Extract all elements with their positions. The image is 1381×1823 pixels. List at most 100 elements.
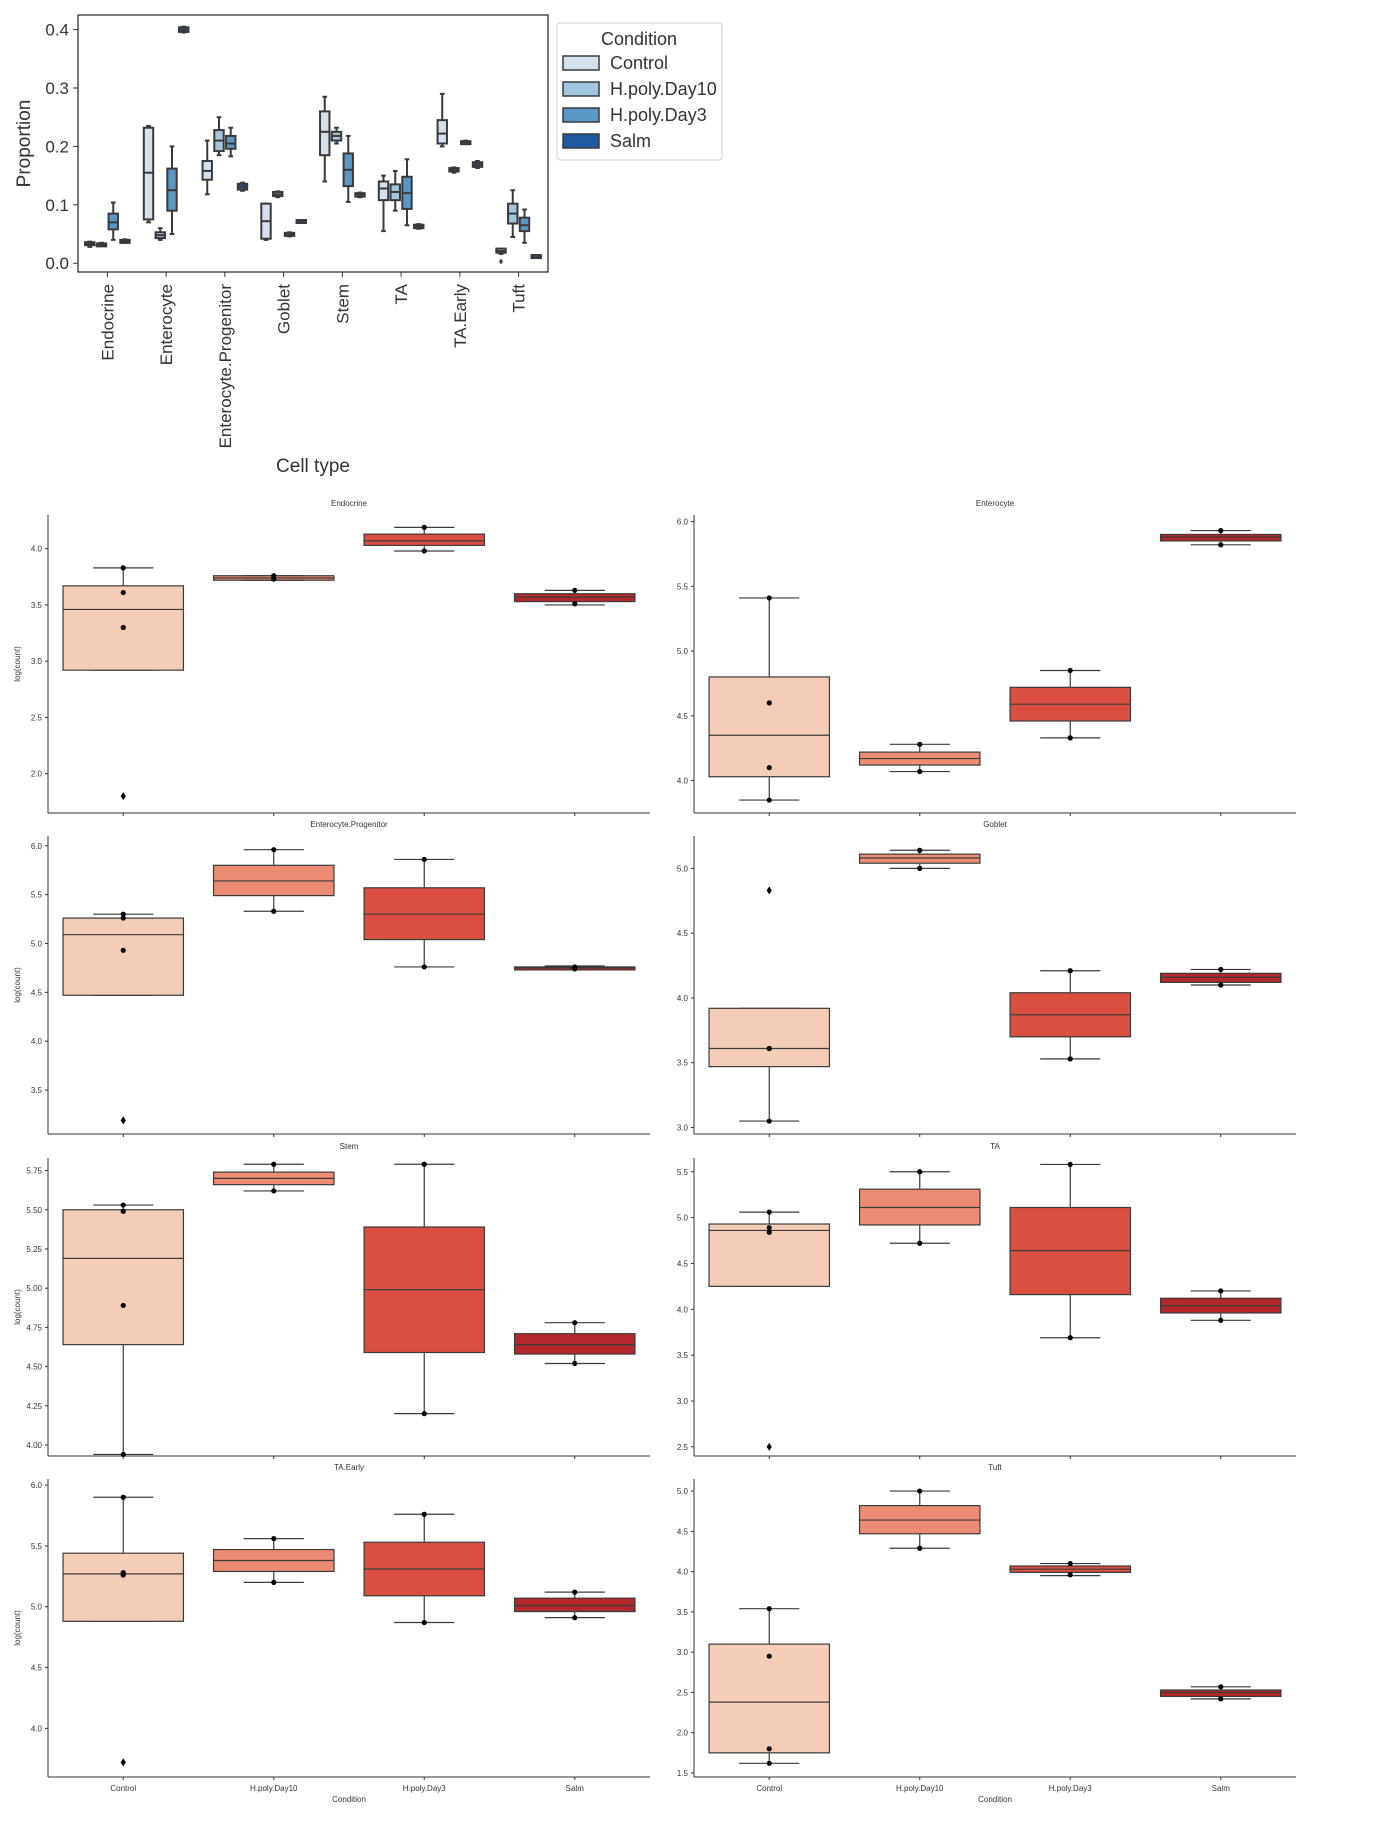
box-body — [436, 119, 448, 145]
y-tick-label: 4.5 — [677, 929, 689, 938]
y-tick-label: 5.00 — [26, 1284, 42, 1293]
legend-item-salm: Salm — [562, 131, 651, 151]
y-tick-label: 3.0 — [677, 1124, 689, 1133]
data-point — [766, 700, 772, 706]
legend-swatch — [562, 107, 600, 123]
data-point — [1067, 1056, 1073, 1062]
plot-frame — [77, 14, 549, 273]
data-point — [271, 1579, 277, 1585]
data-point — [1067, 1560, 1073, 1567]
data-point — [766, 1760, 772, 1766]
legend-swatch — [562, 81, 600, 97]
x-tick-label-enterocyte-progenitor: Enterocyte.Progenitor — [216, 284, 235, 449]
data-point — [766, 1746, 772, 1752]
data-point — [917, 741, 923, 747]
data-point — [120, 1451, 126, 1458]
box-goblet-salm — [295, 219, 307, 225]
data-point — [421, 524, 427, 530]
y-tick-label: 4.0 — [31, 545, 43, 554]
box-h-poly-day10 — [858, 1169, 981, 1246]
x-tick-label-h-poly-day10: H.poly.Day10 — [896, 1784, 944, 1793]
panel-ta: TA 2.5 3.0 3.5 4.0 4.5 5.0 5.5 — [677, 1142, 1296, 1459]
y-tick-label: 0.3 — [45, 79, 69, 98]
data-point — [572, 1360, 578, 1367]
y-tick-label: 3.5 — [31, 601, 43, 610]
panel-title: TA — [990, 1142, 1000, 1151]
data-point — [1218, 1684, 1224, 1690]
legend-label: Control — [610, 53, 668, 73]
y-tick-label: 5.0 — [677, 1214, 689, 1223]
y-tick-label: 4.5 — [31, 1664, 43, 1673]
outlier-point — [766, 1442, 772, 1451]
data-point — [917, 1545, 923, 1551]
box-body — [225, 134, 237, 150]
y-tick-label: 3.5 — [677, 1059, 689, 1068]
y-tick-label: 5.5 — [677, 582, 689, 591]
box-stem-h-poly-day10 — [330, 126, 343, 145]
y-tick-label: 4.5 — [677, 712, 689, 721]
box-control — [708, 595, 831, 803]
data-point — [271, 1188, 277, 1194]
y-tick-label: 4.0 — [31, 1037, 43, 1046]
panel-title: Goblet — [983, 820, 1007, 829]
box-tuft-h-poly-day10 — [507, 189, 519, 238]
data-point — [1218, 1317, 1224, 1323]
data-point — [766, 1229, 772, 1235]
data-point — [1218, 1288, 1224, 1294]
data-point — [421, 548, 427, 554]
y-axis-label: log(count) — [13, 967, 22, 1003]
x-tick-label-h-poly-day3: H.poly.Day3 — [1049, 1784, 1093, 1793]
box-enterocyte-progenitor-control — [201, 139, 213, 196]
box-body — [377, 180, 390, 202]
box-tuft-h-poly-day3 — [518, 208, 531, 244]
data-point — [917, 1169, 923, 1175]
data-point — [120, 624, 126, 631]
box-h-poly-day3 — [363, 1161, 486, 1417]
y-tick-label: 5.0 — [31, 939, 43, 948]
box-enterocyte-h-poly-day3 — [166, 145, 178, 236]
box-body — [62, 917, 185, 996]
data-point — [1218, 982, 1224, 988]
x-axis-label: Condition — [978, 1795, 1012, 1804]
x-tick-label-tuft: Tuft — [510, 284, 529, 313]
y-tick-label: 6.0 — [677, 517, 689, 526]
y-tick-label: 2.0 — [31, 770, 43, 779]
y-tick-label: 4.5 — [31, 988, 43, 997]
box-endocrine-salm — [119, 238, 131, 244]
panel-enterocyte-progenitor: Enterocyte.Progenitor 3.5 4.0 4.5 5.0 5.5 6.0 l… — [13, 820, 650, 1137]
outlier-point — [120, 792, 126, 801]
box-enterocyte-progenitor-h-poly-day3 — [225, 126, 237, 158]
box-enterocyte-progenitor-h-poly-day10 — [213, 116, 225, 157]
outlier-point — [120, 1116, 126, 1125]
box-control — [62, 565, 185, 801]
y-tick-label: 5.5 — [31, 891, 43, 900]
y-tick-label: 3.0 — [677, 1397, 689, 1406]
legend: Condition Control H.poly.Day10 H.poly.Day3 S… — [556, 22, 723, 161]
box-h-poly-day3 — [363, 524, 486, 554]
legend-swatch — [562, 133, 600, 149]
x-tick-label-endocrine: Endocrine — [98, 284, 117, 361]
box-body — [708, 676, 831, 778]
y-axis-label: log(count) — [13, 1289, 22, 1325]
outlier-point — [120, 1758, 126, 1767]
data-point — [271, 847, 277, 853]
y-tick-label: 5.0 — [31, 1603, 43, 1612]
data-point — [766, 1118, 772, 1124]
box-ta-control — [377, 174, 390, 233]
data-point — [1067, 1572, 1073, 1578]
legend-label: H.poly.Day10 — [610, 79, 717, 99]
box-enterocyte-progenitor-salm — [236, 181, 249, 192]
x-tick-label-ta-early: TA.Early — [451, 284, 470, 348]
data-point — [120, 565, 126, 571]
x-axis-label: Condition — [332, 1795, 366, 1804]
box-salm — [513, 587, 636, 607]
data-point — [572, 966, 578, 972]
legend-title: Condition — [601, 29, 677, 49]
box-salm — [1159, 1288, 1282, 1323]
data-point — [1218, 527, 1224, 534]
y-tick-label: 2.0 — [677, 1729, 689, 1738]
box-control — [708, 886, 831, 1124]
box-h-poly-day3 — [1009, 1560, 1132, 1578]
data-point — [917, 847, 923, 853]
x-axis-label: Cell type — [276, 456, 350, 477]
